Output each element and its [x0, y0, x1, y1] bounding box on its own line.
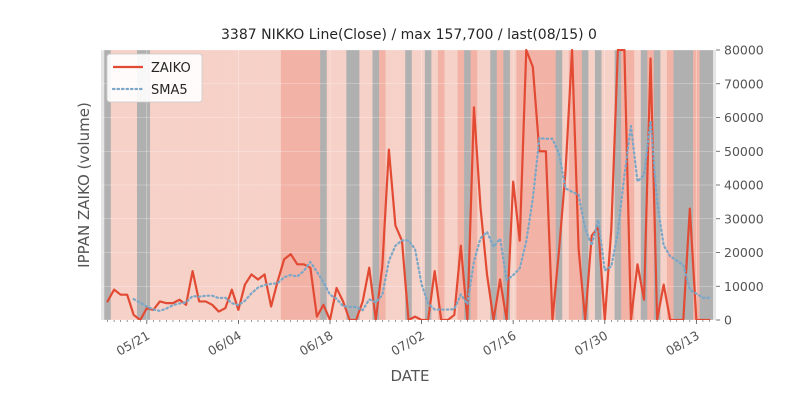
y-axis: 0 10000 20000 30000 40000 50000 60000 70000 8000…: [716, 43, 764, 328]
x-axis-label: DATE: [390, 367, 429, 385]
x-tick-label: 08/13: [663, 328, 702, 359]
x-tick-label: 07/30: [572, 328, 611, 359]
x-tick-label: 05/21: [114, 328, 153, 359]
y-tick-label: 70000: [724, 76, 764, 91]
x-tick-label: 07/16: [480, 328, 519, 359]
y-tick-label: 50000: [724, 144, 764, 159]
y-axis-label: IPPAN ZAIKO (volume): [75, 102, 93, 268]
y-tick-label: 60000: [724, 110, 764, 125]
series-line-sma5: [132, 119, 711, 312]
x-tick-label: 06/04: [205, 328, 244, 359]
legend-sma5-label: SMA5: [151, 83, 188, 98]
y-tick-label: 40000: [724, 178, 764, 193]
y-tick-label: 80000: [724, 43, 764, 58]
x-tick-label: 06/18: [297, 328, 336, 359]
y-tick-label: 0: [724, 313, 732, 328]
legend: ZAIKO SMA5: [106, 53, 203, 103]
y-tick-label: 20000: [724, 245, 764, 260]
x-axis: 05/21 06/04 06/18 07/02 07/16 07/30 08/13: [107, 320, 710, 359]
plot-area: [101, 49, 716, 321]
y-tick-label: 10000: [724, 279, 764, 294]
legend-zaiko-label: ZAIKO: [151, 61, 191, 76]
chart-title: 3387 NIKKO Line(Close) / max 157,700 / l…: [221, 27, 597, 43]
series-line-zaiko: [106, 49, 711, 320]
y-tick-label: 30000: [724, 211, 764, 226]
series-lines: [106, 49, 711, 320]
x-tick-label: 07/02: [388, 328, 427, 359]
